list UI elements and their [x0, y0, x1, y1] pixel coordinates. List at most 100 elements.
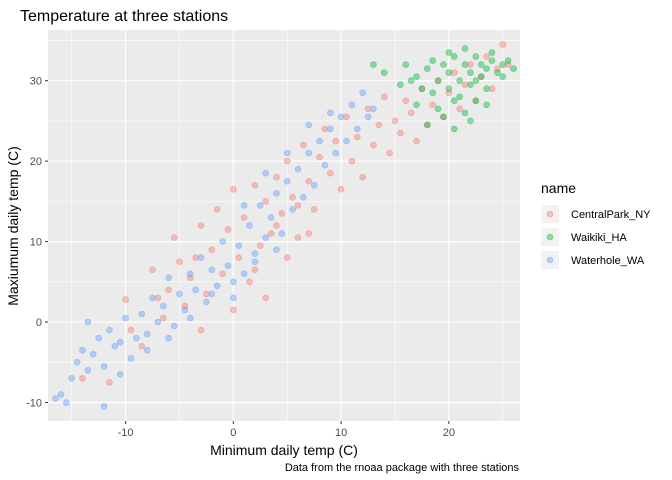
scatter-point — [440, 113, 447, 121]
y-tick-label: -10 — [26, 397, 42, 409]
scatter-point — [73, 358, 81, 366]
scatter-point — [483, 85, 490, 93]
scatter-point — [230, 306, 237, 314]
scatter-point — [397, 81, 404, 89]
scatter-point — [445, 69, 453, 76]
scatter-point — [418, 85, 426, 93]
scatter-point — [445, 49, 453, 56]
scatter-point — [467, 61, 474, 68]
scatter-point — [111, 342, 119, 350]
scatter-point — [289, 194, 296, 201]
scatter-point — [343, 113, 350, 121]
x-tick-label: -10 — [118, 427, 134, 439]
scatter-point — [397, 129, 404, 137]
scatter-point — [52, 395, 59, 402]
scatter-point — [213, 282, 221, 290]
scatter-point — [364, 113, 372, 121]
scatter-point — [413, 101, 420, 109]
scatter-point — [235, 242, 243, 249]
legend-label: Waikiki_HA — [571, 232, 627, 244]
scatter-point — [461, 61, 469, 68]
scatter-point — [402, 97, 410, 105]
scatter-point — [429, 57, 437, 64]
scatter-point — [273, 173, 280, 181]
scatter-point — [327, 169, 334, 177]
scatter-point — [510, 65, 517, 72]
scatter-point — [407, 77, 415, 84]
scatter-point — [100, 403, 108, 410]
scatter-point — [154, 318, 162, 326]
scatter-point — [219, 238, 226, 245]
scatter-point — [208, 266, 216, 274]
scatter-point — [321, 125, 329, 133]
scatter-point — [370, 61, 377, 68]
scatter-point — [224, 226, 232, 233]
scatter-point — [353, 133, 361, 141]
scatter-point — [197, 326, 205, 334]
scatter-point — [305, 121, 313, 129]
scatter-point — [122, 314, 129, 322]
scatter-point — [450, 53, 458, 60]
scatter-point — [186, 314, 194, 322]
scatter-point — [353, 125, 361, 133]
scatter-point — [294, 165, 302, 173]
scatter-point — [176, 290, 183, 298]
x-axis-title: Minimum daily temp (C) — [210, 442, 358, 458]
scatter-point — [294, 202, 302, 209]
legend-label: CentralPark_NY — [571, 209, 651, 221]
scatter-point — [246, 278, 253, 286]
scatter-point — [262, 294, 269, 302]
scatter-point — [424, 65, 431, 72]
scatter-point — [467, 117, 474, 125]
scatter-point — [149, 294, 156, 302]
scatter-point — [316, 153, 323, 161]
scatter-point — [391, 117, 399, 125]
legend-swatch — [546, 233, 554, 241]
scatter-point — [138, 310, 146, 318]
scatter-point — [230, 294, 237, 302]
scatter-point — [499, 73, 507, 80]
scatter-point — [364, 105, 372, 113]
scatter-point — [343, 137, 350, 145]
chart-caption: Data from the rnoaa package with three s… — [285, 462, 520, 474]
scatter-point — [283, 177, 291, 185]
scatter-point — [127, 354, 135, 362]
scatter-point — [332, 137, 340, 145]
scatter-point — [79, 346, 86, 354]
scatter-point — [230, 278, 237, 286]
scatter-point — [337, 185, 345, 193]
scatter-point — [445, 85, 453, 93]
scatter-point — [127, 326, 135, 334]
scatter-point — [321, 161, 329, 169]
y-tick-label: 30 — [30, 76, 42, 88]
scatter-point — [477, 73, 485, 80]
scatter-point — [450, 69, 458, 76]
scatter-point — [262, 169, 269, 177]
scatter-point — [251, 258, 259, 266]
scatter-point — [230, 185, 237, 193]
scatter-point — [424, 121, 431, 129]
scatter-point — [472, 97, 480, 105]
scatter-point — [456, 93, 463, 101]
scatter-point — [160, 302, 167, 310]
scatter-point — [197, 222, 205, 229]
scatter-point — [283, 157, 291, 165]
scatter-point — [84, 318, 92, 326]
scatter-point — [240, 202, 248, 209]
scatter-point — [278, 230, 286, 237]
scatter-point — [176, 258, 183, 266]
y-axis-title: Maxiumum daily temp (C) — [5, 146, 21, 305]
scatter-point — [305, 230, 313, 237]
scatter-point — [499, 61, 507, 68]
scatter-point — [192, 254, 199, 261]
scatter-point — [192, 286, 199, 294]
scatter-point — [116, 371, 124, 378]
scatter-point — [106, 379, 113, 386]
scatter-point — [251, 250, 259, 257]
scatter-point — [208, 246, 216, 253]
legend: name CentralPark_NY Waikiki_HA Waterhole_W… — [541, 180, 651, 269]
scatter-point — [450, 125, 458, 133]
x-tick-label: 0 — [230, 427, 236, 439]
scatter-point — [467, 81, 474, 89]
scatter-point — [413, 137, 420, 145]
